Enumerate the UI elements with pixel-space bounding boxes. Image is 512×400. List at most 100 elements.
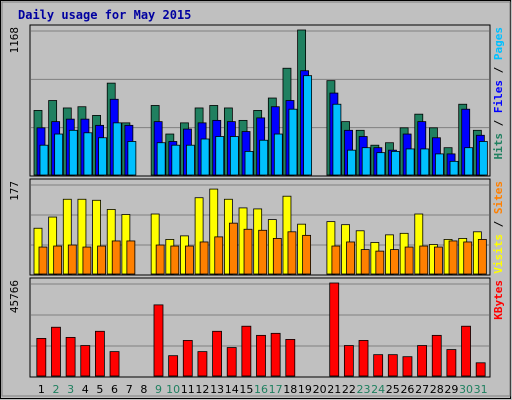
x-tick-label: 18: [283, 383, 297, 396]
bar-sites: [170, 245, 180, 275]
bar-sites: [272, 238, 282, 275]
bar-pages: [98, 137, 107, 176]
bar-sites: [477, 239, 487, 275]
bar-sites: [360, 249, 370, 275]
bar-pages: [215, 136, 225, 176]
bar-kbytes: [241, 325, 252, 377]
x-tick-label: 24: [371, 383, 385, 396]
bar-pages: [303, 75, 313, 176]
bar-pages: [259, 139, 269, 176]
x-tick-label: 25: [386, 383, 400, 396]
bar-sites: [53, 245, 63, 275]
legend-item: Visits: [492, 234, 505, 274]
x-tick-label: 23: [357, 383, 371, 396]
bar-pages: [405, 148, 415, 176]
x-tick-label: 1: [38, 383, 45, 396]
x-tick-label: 12: [195, 383, 209, 396]
bar-pages: [449, 160, 459, 176]
bar-kbytes: [182, 340, 193, 377]
bar-kbytes: [417, 345, 427, 377]
legend-item: Sites: [492, 181, 505, 214]
bar-kbytes: [475, 362, 486, 377]
bar-pages: [171, 144, 181, 176]
x-tick-label: 6: [111, 383, 118, 396]
bar-visits: [194, 197, 204, 275]
bar-kbytes: [358, 340, 369, 377]
bar-pages: [347, 149, 356, 176]
chart-title: Daily usage for May 2015: [18, 8, 191, 22]
bar-kbytes: [197, 351, 208, 377]
bar-visits: [77, 198, 87, 275]
bar-visits: [92, 199, 101, 275]
x-tick-label: 15: [239, 383, 253, 396]
bar-sites: [375, 250, 385, 275]
legend-item: Hits: [492, 133, 505, 160]
x-tick-label: 2: [52, 383, 59, 396]
x-tick-label: 8: [140, 383, 147, 396]
bar-kbytes: [373, 354, 384, 377]
bar-kbytes: [153, 304, 164, 377]
bar-sites: [155, 244, 165, 275]
bar-sites: [331, 245, 341, 275]
bar-pages: [391, 151, 400, 176]
bar-sites: [185, 245, 194, 275]
legend-middle: Visits / Sites: [492, 181, 505, 274]
x-tick-label: 30: [459, 383, 473, 396]
x-tick-label: 31: [474, 383, 488, 396]
bar-sites: [243, 228, 253, 275]
bar-kbytes: [446, 349, 457, 377]
bar-kbytes: [65, 336, 76, 377]
bar-sites: [419, 245, 429, 275]
x-tick-label: 27: [415, 383, 429, 396]
bar-sites: [258, 229, 268, 275]
x-tick-label: 10: [166, 383, 180, 396]
bar-pages: [229, 136, 239, 176]
bar-kbytes: [431, 334, 442, 377]
legend-item: Files: [492, 80, 505, 113]
bar-visits: [48, 216, 58, 275]
bar-sites: [404, 246, 414, 275]
x-tick-label: 21: [327, 383, 341, 396]
x-tick-label: 17: [269, 383, 283, 396]
x-tick-label: 4: [82, 383, 89, 396]
bar-kbytes: [402, 356, 413, 377]
bar-kbytes: [256, 334, 266, 377]
y-max-label-top: 1168: [8, 27, 21, 54]
bar-sites: [434, 246, 443, 275]
bar-pages: [68, 129, 78, 176]
bar-pages: [464, 147, 474, 176]
bar-pages: [54, 133, 64, 176]
x-tick-label: 11: [181, 383, 195, 396]
bar-kbytes: [329, 282, 340, 377]
x-tick-label: 16: [254, 383, 268, 396]
bar-sites: [228, 222, 238, 275]
bar-pages: [156, 142, 166, 176]
bar-kbytes: [80, 345, 91, 377]
bar-kbytes: [270, 332, 281, 377]
bar-kbytes: [343, 345, 354, 377]
x-tick-label: 7: [126, 383, 133, 396]
bar-pages: [200, 138, 210, 176]
x-tick-label: 19: [298, 383, 312, 396]
bar-pages: [112, 122, 122, 176]
bar-sites: [82, 246, 92, 275]
y-max-label-middle: 177: [8, 181, 21, 201]
y-max-label-bottom: 45766: [8, 280, 21, 313]
bar-sites: [302, 234, 312, 275]
bar-kbytes: [212, 330, 222, 377]
x-tick-label: 20: [313, 383, 327, 396]
bar-kbytes: [95, 330, 105, 377]
bar-sites: [214, 236, 224, 275]
bar-kbytes: [168, 355, 179, 377]
x-tick-label: 13: [210, 383, 224, 396]
bar-pages: [361, 147, 371, 176]
bar-pages: [186, 144, 195, 176]
bar-kbytes: [226, 347, 237, 377]
legend-item: Pages: [492, 27, 505, 60]
bar-visits: [209, 188, 219, 275]
bar-pages: [127, 141, 137, 176]
bar-pages: [376, 152, 386, 176]
bar-sites: [111, 240, 121, 275]
bar-kbytes: [285, 339, 296, 377]
